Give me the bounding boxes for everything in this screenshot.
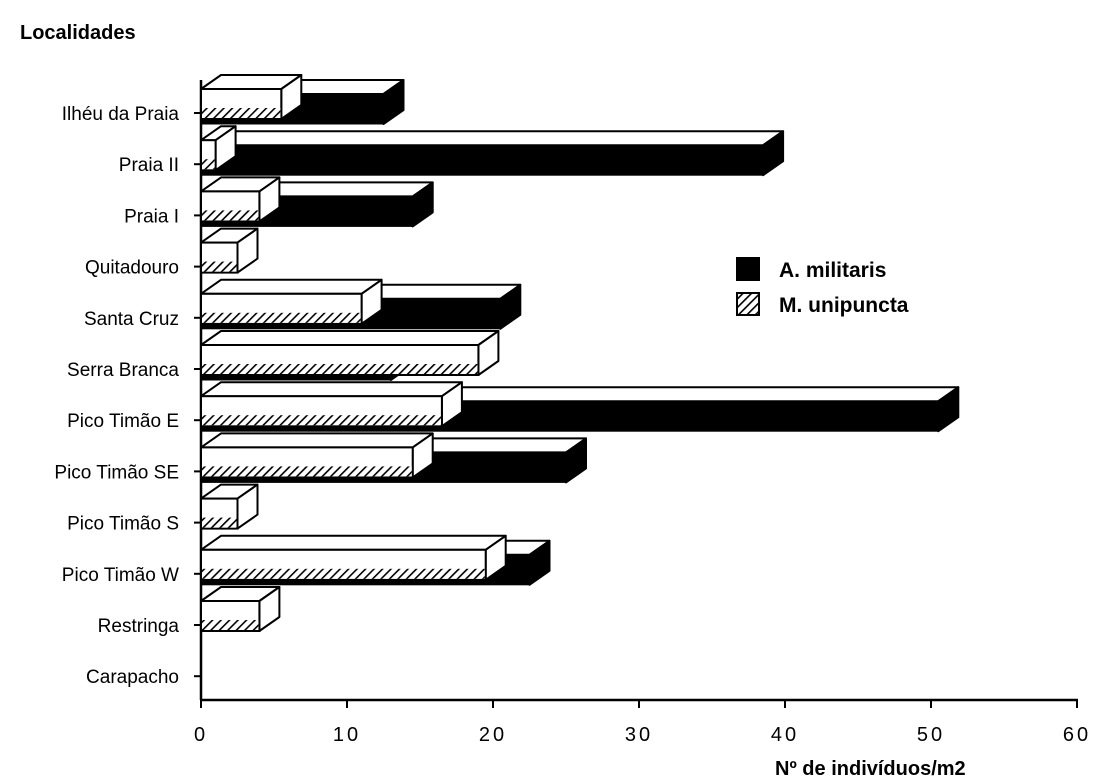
legend-label: A. militaris — [779, 259, 886, 282]
legend-swatch — [736, 292, 760, 316]
bar-m-unipuncta-hatch — [202, 517, 237, 528]
bar-m-unipuncta-hatch — [202, 364, 478, 374]
bar-m-unipuncta-top — [200, 432, 434, 449]
category-label: Praia II — [119, 155, 179, 176]
x-axis-title: Nº de indivíduos/m2 — [775, 758, 966, 780]
bar-m-unipuncta-hatch — [202, 620, 259, 630]
x-tick-label: 10 — [333, 724, 361, 746]
x-tick-label: 50 — [917, 724, 945, 746]
plot-area: 0 10 20 30 40 50 60 Ilhéu da Praia Praia II Praia… — [54, 74, 1091, 746]
category-label: Ilhéu da Praia — [62, 104, 180, 125]
bar-m-unipuncta-top — [200, 330, 500, 346]
bar-m-unipuncta-hatch — [202, 210, 259, 221]
bar-m-unipuncta-hatch — [202, 159, 215, 170]
bar-a-militaris — [200, 144, 764, 176]
bar-a-militaris-top — [200, 130, 785, 147]
bar-m-unipuncta-hatch — [202, 108, 281, 118]
bar-m-unipuncta-top — [200, 381, 463, 398]
x-tick-label: 30 — [625, 724, 653, 746]
bar-m-unipuncta-hatch — [202, 466, 412, 477]
bar-m-unipuncta-hatch — [202, 415, 441, 426]
category-label: Pico Timão S — [67, 514, 179, 535]
category-label: Pico Timão SE — [54, 462, 179, 483]
category-label: Quitadouro — [85, 258, 179, 279]
category-label: Restringa — [98, 616, 180, 637]
x-tick-label: 60 — [1063, 724, 1091, 746]
bar-m-unipuncta-hatch — [202, 568, 485, 579]
category-label: Carapacho — [86, 667, 179, 688]
bar-m-unipuncta-top — [200, 534, 507, 551]
legend-label: M. unipuncta — [779, 294, 909, 317]
bar-m-unipuncta-hatch — [202, 261, 237, 272]
x-tick-label: 40 — [771, 724, 799, 746]
legend: A. militaris M. unipuncta — [736, 257, 909, 317]
category-label: Serra Branca — [67, 360, 179, 381]
x-tick-label: 0 — [194, 724, 208, 746]
category-label: Pico Timão E — [67, 411, 179, 432]
y-axis-title: Localidades — [20, 22, 136, 44]
bar-m-unipuncta-hatch — [202, 312, 361, 323]
category-label: Praia I — [124, 206, 179, 227]
category-label: Pico Timão W — [62, 565, 179, 586]
category-label: Santa Cruz — [84, 309, 179, 330]
bar-m-unipuncta-top — [200, 278, 383, 295]
x-tick-label: 20 — [479, 724, 507, 746]
legend-swatch — [736, 257, 760, 281]
